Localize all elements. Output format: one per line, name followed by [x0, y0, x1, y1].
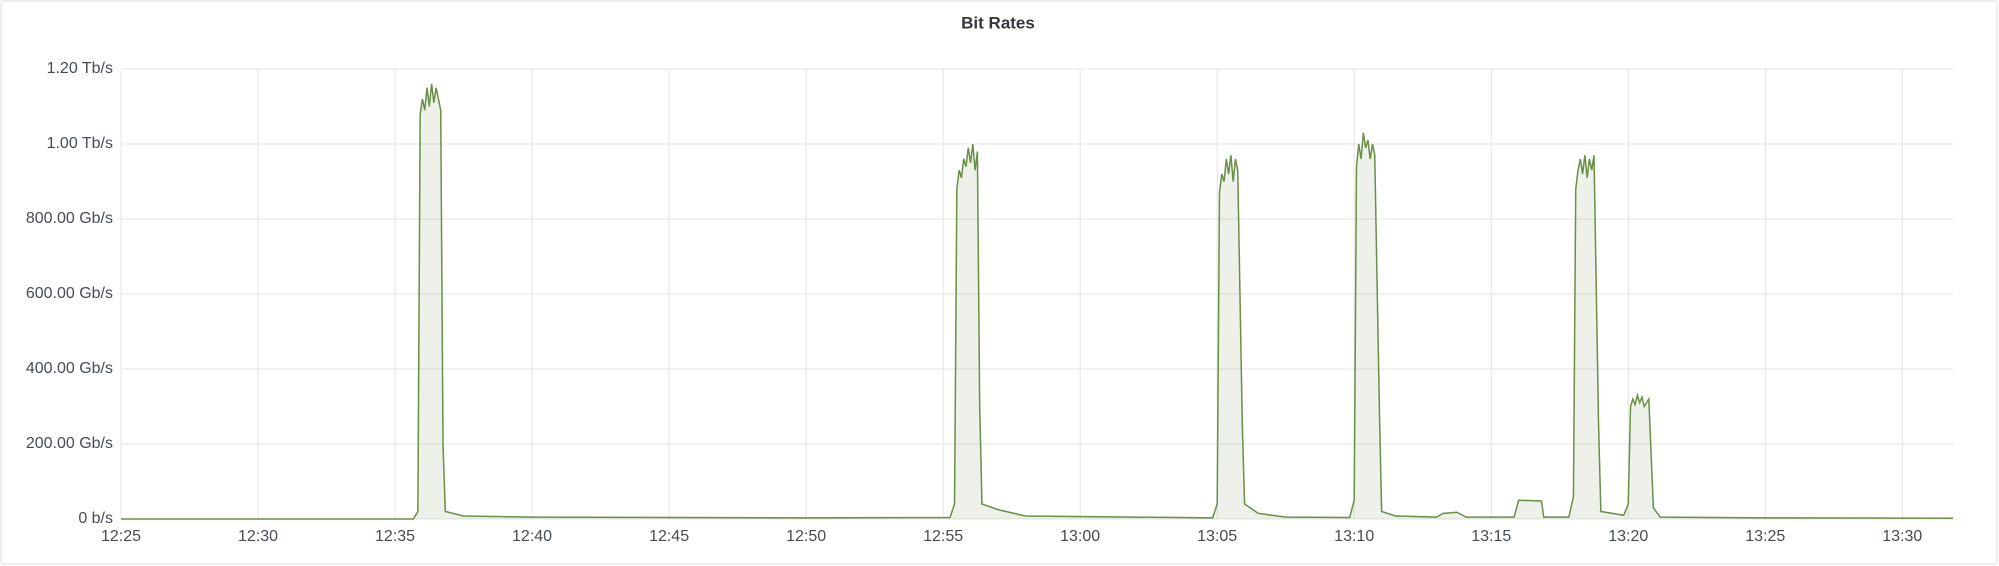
- area-fill: [121, 84, 1953, 519]
- x-tick-label: 13:20: [1608, 528, 1648, 545]
- y-tick-label: 600.00 Gb/s: [26, 285, 113, 302]
- y-tick-label: 0 b/s: [78, 510, 113, 527]
- y-tick-label: 400.00 Gb/s: [26, 360, 113, 377]
- x-tick-label: 12:50: [786, 528, 826, 545]
- x-tick-label: 12:35: [375, 528, 415, 545]
- x-tick-label: 13:15: [1471, 528, 1511, 545]
- x-tick-label: 13:00: [1060, 528, 1100, 545]
- x-tick-label: 12:30: [238, 528, 278, 545]
- x-tick-label: 13:25: [1745, 528, 1785, 545]
- chart-title: Bit Rates: [961, 13, 1035, 32]
- x-tick-label: 12:45: [649, 528, 689, 545]
- x-tick-label: 13:05: [1197, 528, 1237, 545]
- y-tick-label: 1.20 Tb/s: [47, 60, 113, 77]
- x-tick-label: 13:30: [1882, 528, 1922, 545]
- x-tick-label: 13:10: [1334, 528, 1374, 545]
- x-tick-label: 12:40: [512, 528, 552, 545]
- y-tick-label: 800.00 Gb/s: [26, 210, 113, 227]
- y-tick-label: 200.00 Gb/s: [26, 435, 113, 452]
- x-tick-label: 12:25: [101, 528, 141, 545]
- y-tick-label: 1.00 Tb/s: [47, 135, 113, 152]
- series-line: [121, 83, 1954, 520]
- x-tick-label: 12:55: [923, 528, 963, 545]
